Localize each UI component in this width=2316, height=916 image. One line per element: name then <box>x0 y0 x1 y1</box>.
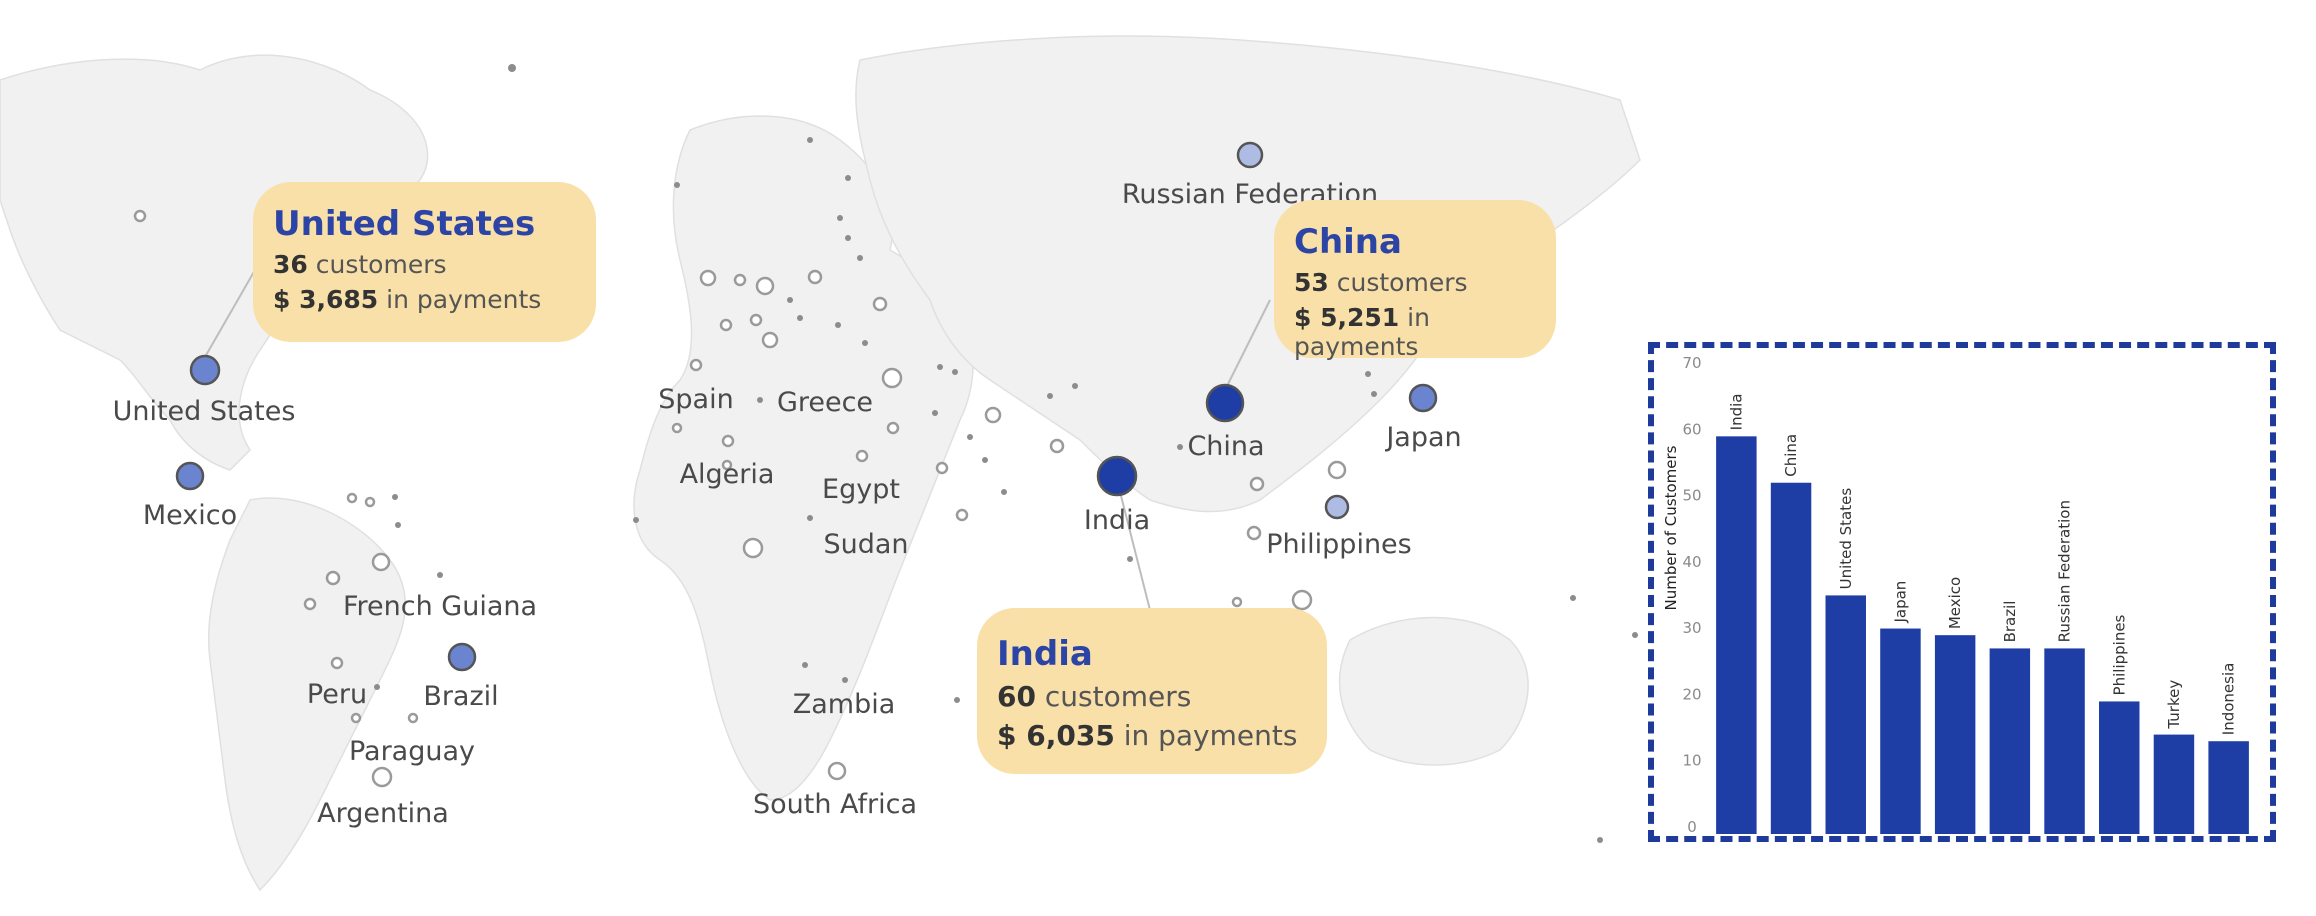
callout-customers: 36 customers <box>273 250 447 279</box>
land-masses <box>0 35 1641 892</box>
bar-category-label: China <box>1782 434 1800 477</box>
callout-customers: 60 customers <box>997 680 1192 713</box>
customers-bar-chart: Number of Customers 0 10 20 30 40 50 60 70 Indi… <box>1648 342 2276 842</box>
bar-category-label: United States <box>1837 488 1855 590</box>
y-tick-label: 10 <box>1682 752 1701 770</box>
label-india: India <box>1084 505 1150 536</box>
label-japan: Japan <box>1384 422 1461 453</box>
callout-china: China 53 customers $ 5,251 in payments <box>1274 200 1556 361</box>
bar[interactable] <box>2153 734 2195 834</box>
callout-united-states: United States 36 customers $ 3,685 in pa… <box>253 182 596 342</box>
y-tick-label: 70 <box>1682 354 1701 372</box>
callout-payments: $ 3,685 in payments <box>273 285 542 314</box>
label-greece: Greece <box>777 387 873 418</box>
bubble-us[interactable] <box>189 354 221 386</box>
bar-chart-svg: Number of Customers 0 10 20 30 40 50 60 70 Indi… <box>1662 354 2249 836</box>
bar[interactable] <box>1825 595 1866 834</box>
bar[interactable] <box>1716 436 1757 834</box>
callout-payments: $ 6,035 in payments <box>997 719 1298 752</box>
south-america-shape <box>207 497 406 892</box>
world-map: Russian Federation United States Mexico … <box>0 35 1641 892</box>
tiny-country-dots <box>374 64 1638 843</box>
bubble-brazil[interactable] <box>447 642 477 672</box>
bar-category-label: Japan <box>1891 581 1909 624</box>
label-brazil: Brazil <box>423 681 498 712</box>
bar-category-label: Russian Federation <box>2056 500 2074 642</box>
y-tick-label: 60 <box>1682 420 1701 438</box>
y-tick-label: 0 <box>1687 818 1697 836</box>
label-algeria: Algeria <box>680 459 775 490</box>
bar[interactable] <box>2208 741 2249 834</box>
callout-title: United States <box>273 204 536 244</box>
label-mexico: Mexico <box>143 500 237 531</box>
label-china: China <box>1187 431 1264 462</box>
australia-shape <box>1338 616 1529 766</box>
bar-category-label: Philippines <box>2110 614 2128 695</box>
bubble-japan[interactable] <box>1408 383 1438 413</box>
label-sudan: Sudan <box>823 529 908 560</box>
label-argentina: Argentina <box>317 798 449 829</box>
y-tick-label: 30 <box>1682 619 1701 637</box>
bar[interactable] <box>1880 628 1921 834</box>
bar[interactable] <box>1770 482 1812 834</box>
bubble-mexico[interactable] <box>175 461 205 491</box>
bar-category-label: India <box>1727 394 1745 431</box>
bar-category-label: Turkey <box>2165 680 2183 730</box>
label-peru: Peru <box>307 679 367 710</box>
bar[interactable] <box>1934 635 1976 834</box>
callout-india: India 60 customers $ 6,035 in payments <box>977 608 1327 774</box>
y-tick-label: 40 <box>1682 553 1701 571</box>
label-zambia: Zambia <box>793 689 896 720</box>
label-us: United States <box>113 396 296 427</box>
label-french-guiana: French Guiana <box>343 591 537 622</box>
callout-title: India <box>997 634 1093 674</box>
europe-africa-shape <box>633 115 974 801</box>
label-spain: Spain <box>658 384 733 415</box>
callout-leader-lines <box>204 269 1271 611</box>
bar[interactable] <box>2044 648 2085 834</box>
bubble-russia[interactable] <box>1236 141 1264 169</box>
asia-shape <box>855 35 1641 513</box>
bubble-india[interactable] <box>1096 455 1138 497</box>
bar[interactable] <box>2099 701 2140 834</box>
label-philippines: Philippines <box>1266 529 1411 560</box>
bar-category-label: Brazil <box>2001 601 2019 643</box>
label-paraguay: Paraguay <box>349 736 475 767</box>
bubble-china[interactable] <box>1205 383 1245 423</box>
callout-title: China <box>1294 222 1402 262</box>
customer-bubbles <box>175 141 1438 672</box>
callout-payments: $ 5,251 in payments <box>1294 303 1430 361</box>
bar-category-label: Indonesia <box>2220 663 2238 736</box>
y-tick-label: 50 <box>1682 487 1701 505</box>
minor-country-dots <box>133 209 1347 788</box>
bubble-philippines[interactable] <box>1324 494 1350 520</box>
y-axis-label: Number of Customers <box>1662 445 1680 610</box>
label-egypt: Egypt <box>822 474 900 505</box>
label-south-africa: South Africa <box>753 789 917 820</box>
y-tick-label: 20 <box>1682 685 1701 703</box>
bar[interactable] <box>1989 648 2031 834</box>
callout-customers: 53 customers <box>1294 268 1468 297</box>
bar-category-label: Mexico <box>1946 577 1964 629</box>
